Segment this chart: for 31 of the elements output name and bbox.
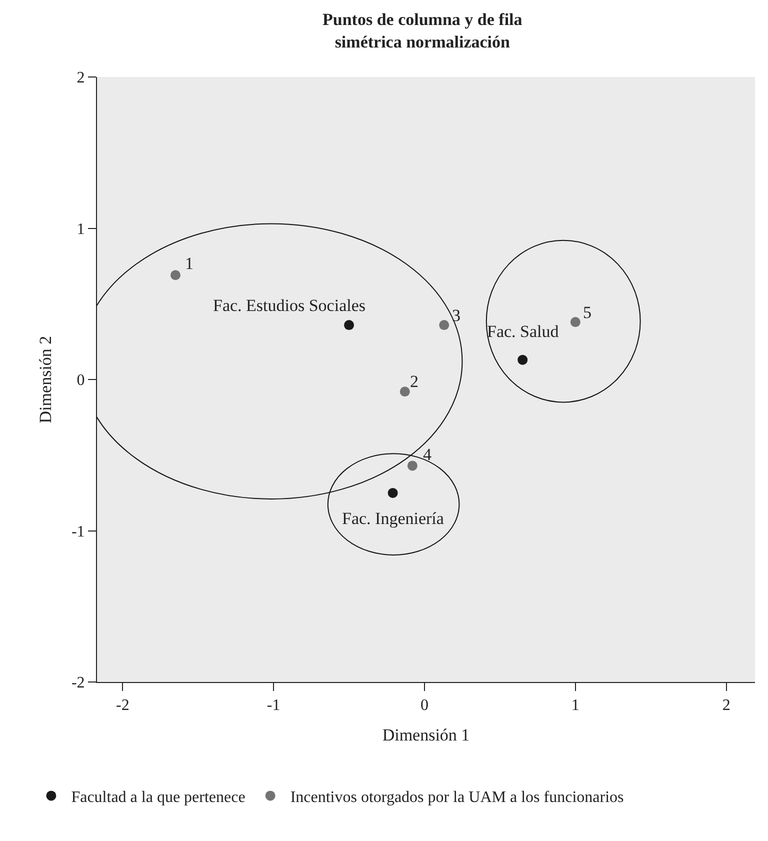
x-tick-label: 1 bbox=[571, 697, 580, 714]
annotation: 1 bbox=[185, 254, 194, 273]
x-tick-label: 0 bbox=[420, 697, 428, 714]
annotation: Fac. Ingeniería bbox=[342, 509, 444, 528]
x-tick-label: 2 bbox=[722, 697, 730, 714]
annotation: Fac. Salud bbox=[487, 322, 560, 341]
point bbox=[388, 488, 398, 498]
annotation: Fac. Estudios Sociales bbox=[213, 296, 366, 315]
x-axis-title: Dimensión 1 bbox=[382, 726, 470, 745]
x-tick-label: -1 bbox=[266, 697, 280, 714]
y-tick-label: -2 bbox=[71, 674, 85, 692]
point bbox=[170, 270, 180, 280]
point bbox=[518, 354, 528, 365]
annotation: 3 bbox=[452, 306, 460, 325]
chart-title: Puntos de columna y de fila simétrica normalización bbox=[322, 10, 523, 52]
y-axis-title: Dimensión 2 bbox=[36, 336, 56, 424]
annotation: 4 bbox=[423, 445, 432, 464]
y-tick-label: 2 bbox=[76, 70, 85, 87]
point bbox=[344, 320, 354, 330]
point bbox=[439, 320, 450, 330]
y-tick-label: 0 bbox=[76, 372, 85, 390]
legend-label: Incentivos otorgados por la UAM a los funcionarios bbox=[290, 788, 624, 806]
point bbox=[570, 317, 580, 328]
y-tick-label: 1 bbox=[76, 220, 85, 238]
annotation: 2 bbox=[410, 372, 418, 391]
point bbox=[407, 460, 418, 471]
y-tick-label: -1 bbox=[71, 523, 85, 540]
x-tick-label: -2 bbox=[116, 697, 130, 714]
point bbox=[400, 386, 410, 397]
annotation: 5 bbox=[583, 303, 592, 322]
legend-label: Facultad a la que pertenece bbox=[71, 788, 246, 806]
